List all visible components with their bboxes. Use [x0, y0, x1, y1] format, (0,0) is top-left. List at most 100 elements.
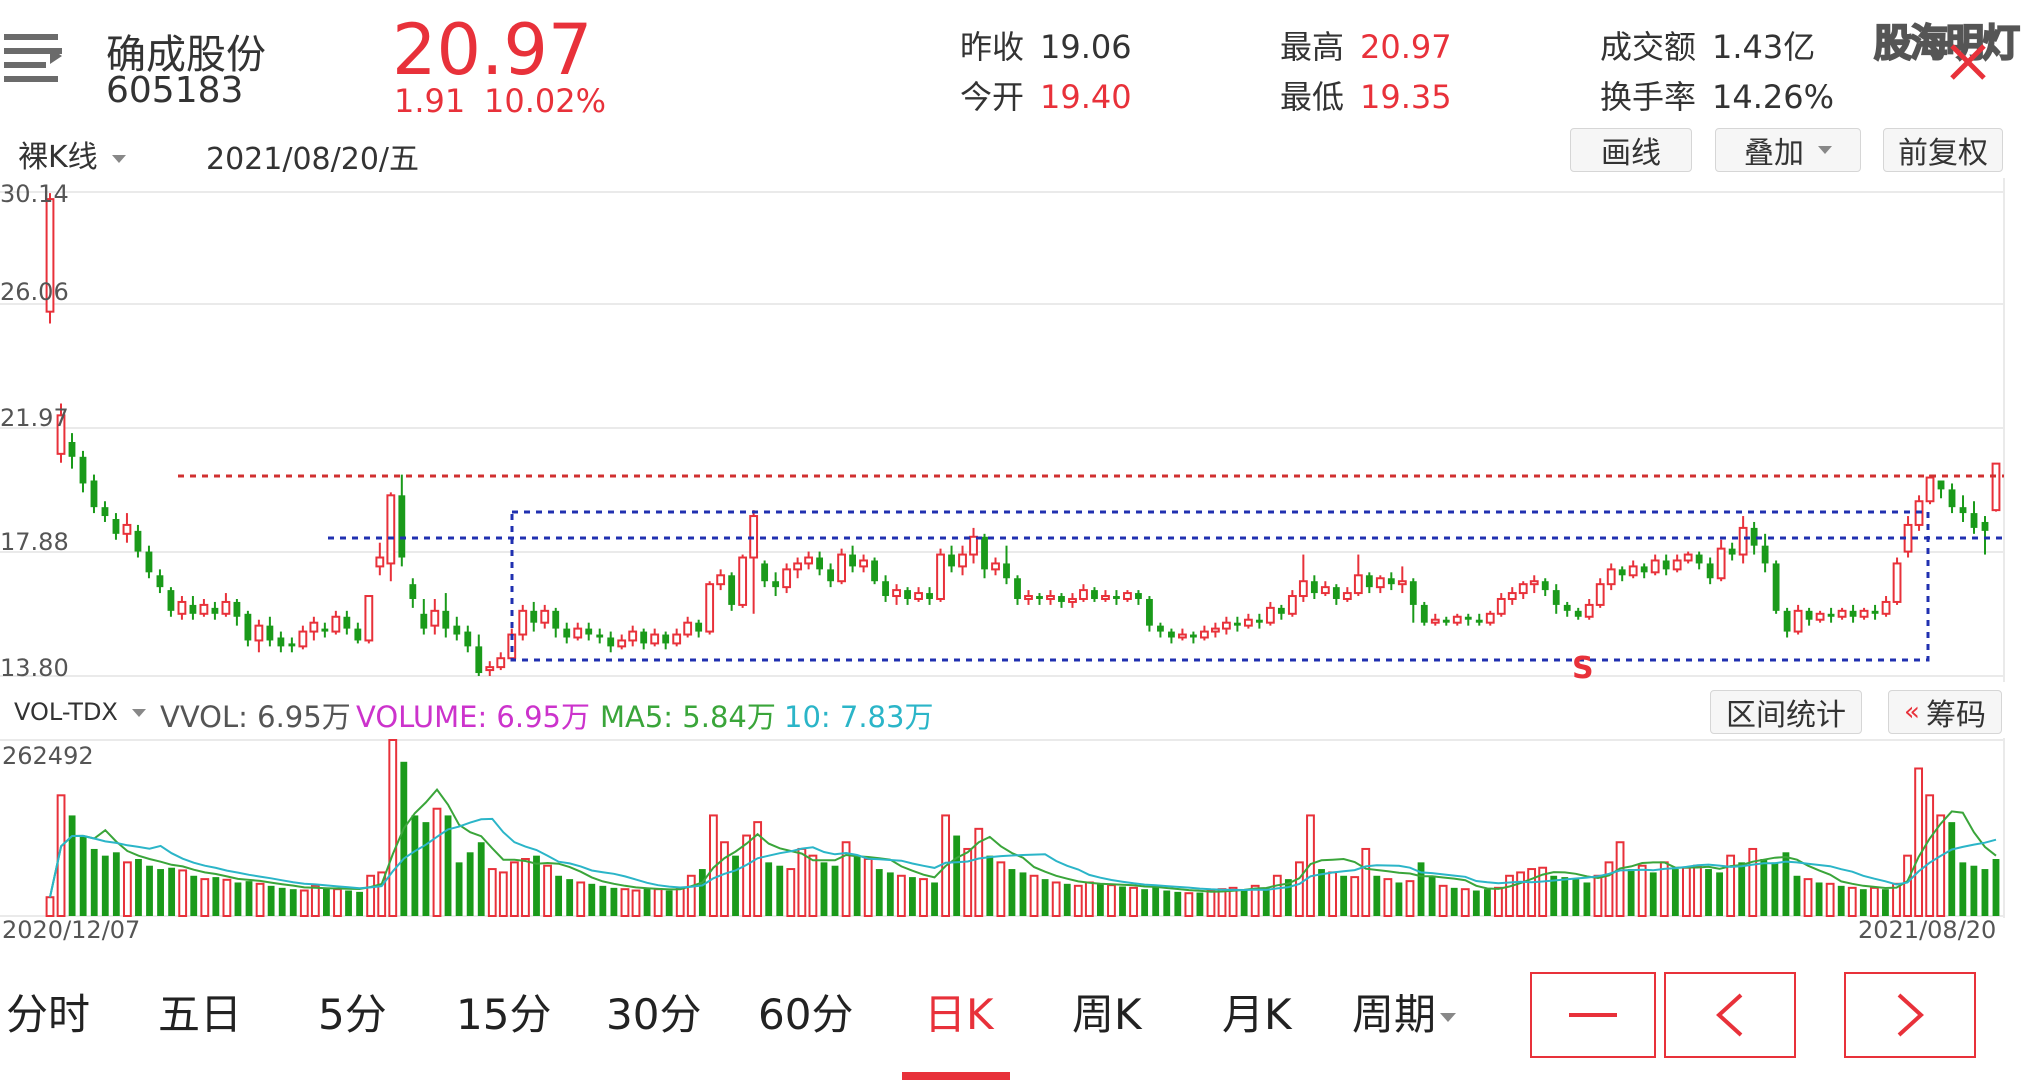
tab-intraday[interactable]: 分时 [6, 990, 91, 1039]
candle [958, 545, 967, 576]
tab-weekly[interactable]: 周K [1072, 990, 1142, 1039]
candle [331, 610, 341, 635]
adjust-button[interactable]: 前复权 [1883, 128, 2003, 172]
volume-bar [377, 871, 387, 918]
candle [1925, 474, 1935, 505]
volume-bar [432, 807, 442, 917]
close-icon[interactable] [1948, 42, 1988, 82]
volume-ma10-line [49, 817, 1997, 898]
candle [1277, 604, 1285, 620]
volume-bar [1460, 888, 1470, 917]
candle [1168, 628, 1175, 644]
candle [683, 616, 693, 638]
candle [1221, 616, 1231, 635]
candle [1496, 593, 1506, 617]
stock-code: 605183 [106, 70, 244, 111]
volume-bar [1417, 862, 1425, 916]
price-axis-label: 13.80 [0, 654, 69, 682]
candle [640, 628, 648, 650]
candle [375, 542, 385, 576]
volume-chart[interactable]: 262492 [0, 738, 2026, 918]
candle [1332, 584, 1340, 605]
candle [277, 631, 285, 653]
kline-chart[interactable]: 30.14 26.06 21.97 17.88 13.80 S [0, 178, 2026, 682]
tab-30min[interactable]: 30分 [606, 990, 702, 1039]
zoom-out-button[interactable] [1530, 972, 1656, 1058]
tab-60min[interactable]: 60分 [758, 990, 854, 1039]
active-tab-indicator [902, 1072, 1010, 1080]
candle [156, 569, 164, 594]
candle [793, 557, 803, 579]
menu-icon[interactable] [4, 28, 64, 84]
candle [101, 501, 109, 522]
volume-bar [1615, 841, 1625, 917]
volume-bar [1738, 862, 1746, 916]
tab-15min[interactable]: 15分 [456, 990, 552, 1039]
candle [1881, 596, 1891, 617]
volume-bar [190, 875, 198, 916]
kline-type-select[interactable]: 裸K线 [18, 132, 126, 176]
volume-bar [1771, 862, 1779, 916]
candle [464, 625, 472, 653]
volume-bar [1262, 887, 1270, 916]
candle [1595, 578, 1605, 608]
volume-bar [1516, 871, 1525, 918]
volume-bar [1361, 847, 1371, 917]
volume-bar [178, 869, 188, 918]
range-stats-button[interactable]: 区间统计 [1710, 690, 1862, 734]
draw-line-button[interactable]: 画线 [1570, 128, 1692, 172]
candle [1464, 613, 1472, 626]
volume-bar [1340, 875, 1348, 916]
ma5-readout: MA5: 5.84万 [600, 700, 776, 734]
volume-bar [1152, 885, 1160, 916]
volume-bar [477, 842, 485, 916]
candle [1178, 628, 1187, 641]
overlay-button[interactable]: 叠加 [1715, 128, 1861, 172]
candle [1640, 563, 1648, 579]
candle [1442, 616, 1450, 626]
candle [530, 601, 538, 632]
volume-bar [79, 835, 87, 916]
chips-button[interactable]: «筹码 [1888, 690, 2002, 734]
candle [1298, 554, 1308, 602]
volume-bar [1174, 891, 1182, 916]
volume-bar [1063, 883, 1071, 916]
tab-five-day[interactable]: 五日 [158, 990, 243, 1039]
volume-bar [986, 855, 994, 916]
volume-bar [1383, 878, 1393, 917]
candle [1265, 601, 1275, 626]
volume-bar [1029, 874, 1039, 917]
volume-bar [698, 869, 706, 916]
start-date-label: 2020/12/07 [2, 916, 141, 944]
volume-bar [1206, 889, 1216, 918]
stat-turnover-amount: 成交额 1.43亿 [1600, 28, 1816, 66]
tab-5min[interactable]: 5分 [318, 990, 387, 1039]
candle [1101, 590, 1110, 602]
volume-bar [1141, 889, 1149, 916]
candle [496, 652, 506, 671]
candle [409, 578, 417, 608]
indicator-select[interactable]: VOL-TDX [14, 698, 146, 726]
candle [981, 533, 988, 579]
tab-monthly[interactable]: 月K [1222, 990, 1292, 1039]
scroll-right-button[interactable] [1844, 972, 1976, 1058]
volume-bar [1494, 886, 1503, 917]
candle [1793, 604, 1803, 635]
tab-period[interactable]: 周期 [1352, 985, 1457, 1045]
candle [1772, 560, 1780, 614]
candle [1409, 578, 1417, 623]
tab-daily[interactable]: 日K [924, 990, 994, 1039]
volume-bar [1051, 881, 1061, 918]
candle [167, 587, 175, 617]
candle [695, 619, 703, 638]
volume-bar [1659, 861, 1669, 917]
volume-bar [1837, 885, 1845, 916]
volume-bar [1096, 883, 1104, 916]
candle [1750, 521, 1758, 555]
volume-bar [444, 815, 452, 916]
candle [56, 403, 66, 463]
volume-bar [1981, 869, 1989, 916]
candle [1068, 593, 1077, 608]
volume-bar [135, 859, 142, 916]
scroll-left-button[interactable] [1664, 972, 1796, 1058]
